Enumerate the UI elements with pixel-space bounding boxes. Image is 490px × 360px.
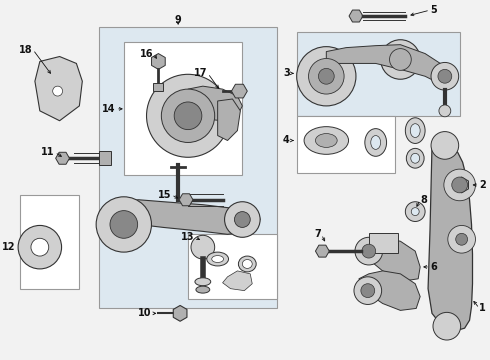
Bar [99, 27, 277, 309]
Ellipse shape [212, 256, 223, 262]
Circle shape [161, 89, 215, 143]
Circle shape [110, 211, 138, 238]
Text: 16: 16 [140, 49, 153, 59]
Ellipse shape [316, 134, 337, 147]
Polygon shape [222, 271, 252, 291]
Circle shape [438, 69, 452, 83]
Circle shape [147, 74, 229, 157]
Circle shape [362, 244, 376, 258]
Text: 18: 18 [19, 45, 33, 55]
Ellipse shape [371, 136, 381, 149]
Circle shape [390, 49, 411, 70]
Text: 5: 5 [430, 5, 437, 15]
Text: 3: 3 [283, 68, 290, 78]
Polygon shape [35, 57, 82, 121]
Circle shape [191, 235, 215, 259]
Circle shape [452, 177, 467, 193]
Circle shape [96, 197, 151, 252]
Circle shape [439, 105, 451, 117]
Ellipse shape [243, 260, 252, 269]
Text: 13: 13 [181, 232, 195, 242]
Text: 8: 8 [420, 195, 427, 205]
Text: 1: 1 [479, 303, 486, 314]
Circle shape [296, 47, 356, 106]
Polygon shape [218, 99, 241, 140]
Text: 10: 10 [138, 309, 151, 318]
Circle shape [433, 312, 461, 340]
Circle shape [309, 58, 344, 94]
Bar [124, 42, 243, 175]
Circle shape [405, 202, 425, 221]
Circle shape [381, 40, 420, 79]
Circle shape [361, 284, 375, 298]
Ellipse shape [410, 124, 420, 138]
Ellipse shape [207, 252, 228, 266]
Ellipse shape [411, 153, 419, 163]
Text: 12: 12 [1, 242, 15, 252]
Text: 15: 15 [158, 190, 171, 200]
Polygon shape [361, 237, 420, 281]
Circle shape [456, 233, 467, 245]
Bar [153, 83, 163, 91]
Text: 6: 6 [430, 262, 437, 272]
Polygon shape [188, 86, 243, 121]
Text: 4: 4 [283, 135, 290, 145]
Text: 9: 9 [175, 15, 181, 25]
Circle shape [31, 238, 49, 256]
Ellipse shape [196, 286, 210, 293]
Circle shape [174, 102, 202, 130]
Text: 14: 14 [102, 104, 116, 114]
Ellipse shape [195, 278, 211, 286]
Circle shape [18, 225, 62, 269]
Polygon shape [359, 271, 420, 310]
Circle shape [318, 68, 334, 84]
Circle shape [448, 225, 475, 253]
Ellipse shape [304, 127, 348, 154]
Bar [99, 151, 111, 165]
Polygon shape [326, 45, 445, 86]
Bar [188, 234, 277, 298]
Ellipse shape [365, 129, 387, 156]
Circle shape [431, 62, 459, 90]
Circle shape [355, 237, 383, 265]
Circle shape [431, 132, 459, 159]
Text: 11: 11 [41, 147, 55, 157]
Circle shape [234, 212, 250, 228]
Polygon shape [99, 200, 260, 239]
Circle shape [444, 169, 475, 201]
Ellipse shape [239, 256, 256, 272]
Text: 7: 7 [315, 229, 321, 239]
Text: 2: 2 [479, 180, 486, 190]
Bar [20, 195, 79, 289]
Text: 17: 17 [194, 68, 208, 78]
Polygon shape [428, 143, 472, 330]
Bar [296, 32, 460, 116]
Bar [369, 233, 398, 253]
Circle shape [53, 86, 63, 96]
Circle shape [354, 277, 382, 305]
Ellipse shape [405, 118, 425, 143]
Circle shape [224, 202, 260, 237]
Ellipse shape [406, 148, 424, 168]
Bar [296, 116, 395, 173]
Circle shape [411, 208, 419, 216]
